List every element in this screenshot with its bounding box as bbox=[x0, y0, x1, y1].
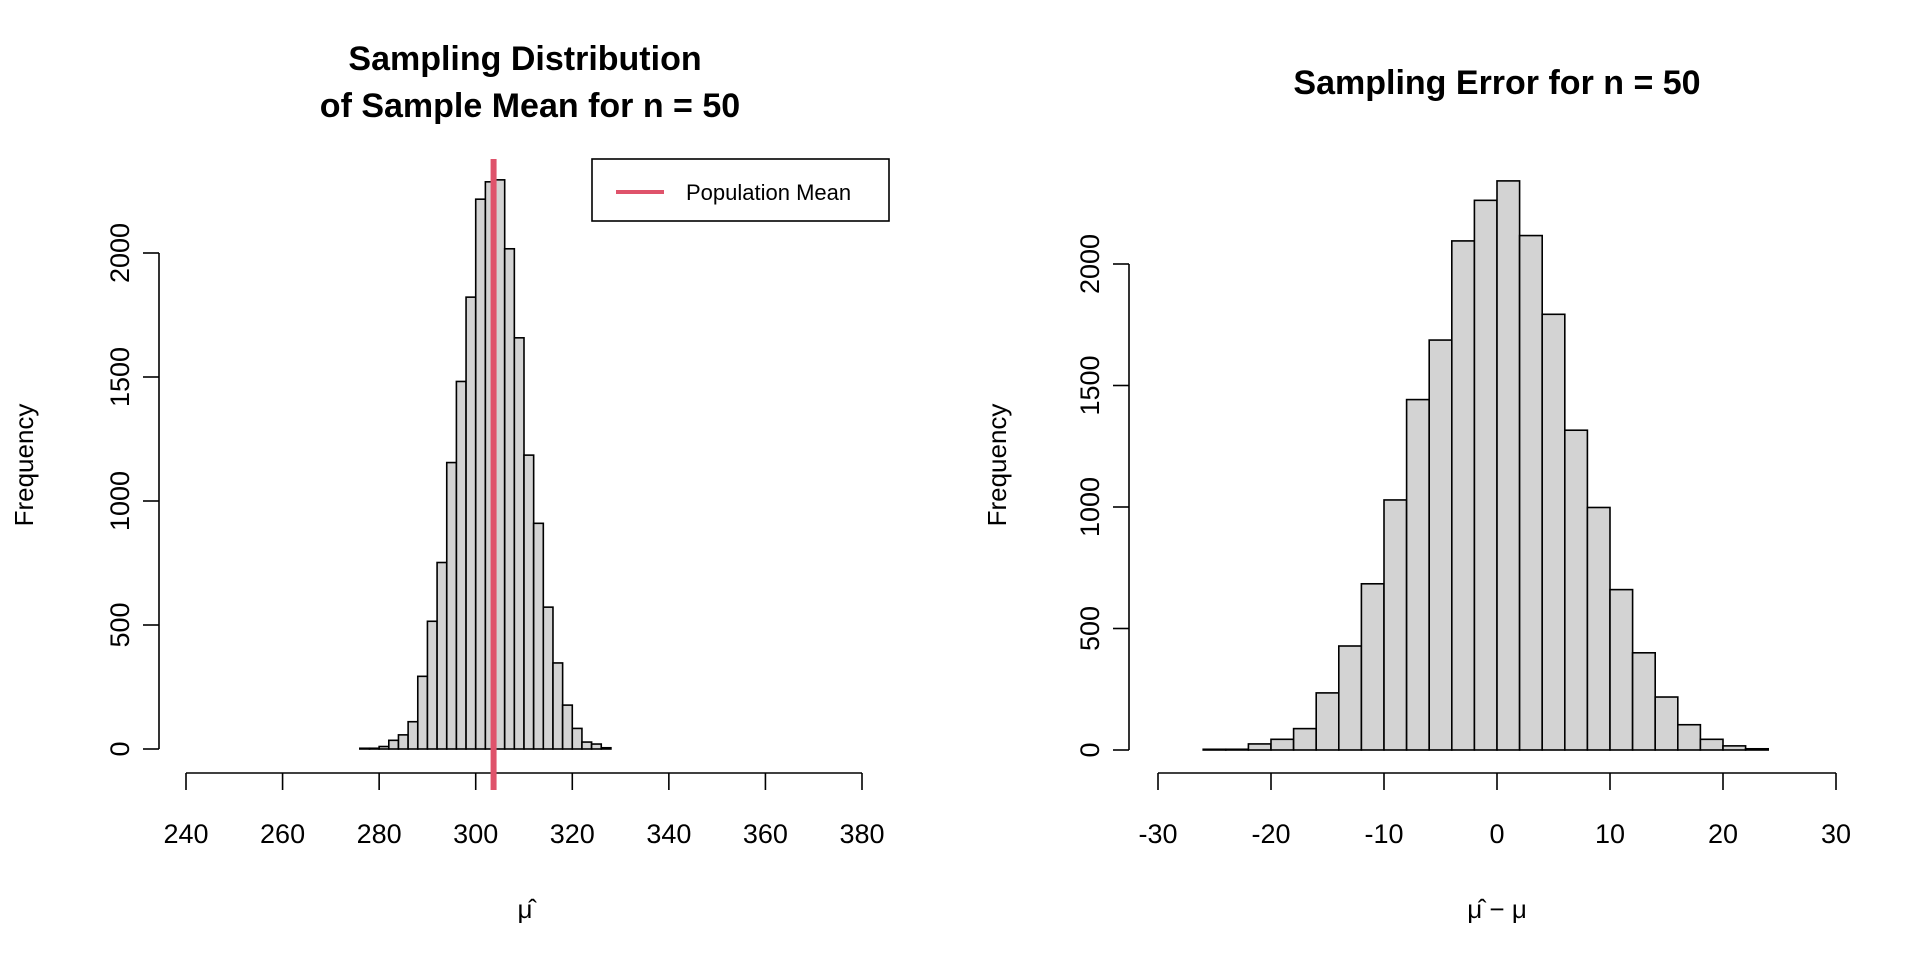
histogram-bar bbox=[1564, 429, 1589, 751]
histogram-bar bbox=[1518, 234, 1543, 751]
x-tick-label: 240 bbox=[163, 819, 208, 849]
histogram-bar bbox=[1586, 506, 1611, 751]
x-tick-label: -10 bbox=[1364, 819, 1403, 849]
y-axis-label: Frequency bbox=[9, 404, 39, 527]
histogram-bar bbox=[368, 747, 380, 750]
histogram-bar bbox=[1383, 499, 1408, 751]
histogram-bar bbox=[571, 727, 583, 750]
x-tick-label: -20 bbox=[1251, 819, 1290, 849]
histogram-bar bbox=[1270, 738, 1295, 751]
histogram-bar bbox=[503, 247, 516, 750]
y-tick-label: 500 bbox=[105, 602, 135, 647]
legend-label: Population Mean bbox=[686, 180, 851, 205]
y-tick-label: 0 bbox=[1075, 742, 1105, 757]
y-tick-label: 2000 bbox=[1075, 234, 1105, 294]
histogram-bar bbox=[581, 741, 593, 750]
histogram-bar bbox=[436, 561, 448, 750]
histogram-bar bbox=[1451, 240, 1476, 751]
x-tick-label: 280 bbox=[357, 819, 402, 849]
histogram-bar bbox=[465, 296, 477, 750]
x-axis-label: μ̂ − μ bbox=[1467, 894, 1527, 924]
y-axis-label: Frequency bbox=[982, 404, 1012, 527]
x-tick-label: 380 bbox=[839, 819, 884, 849]
histogram-bar bbox=[542, 606, 554, 750]
x-tick-label: -30 bbox=[1138, 819, 1177, 849]
histogram-bar bbox=[1722, 745, 1747, 751]
chart-title-line-2: of Sample Mean for n = 50 bbox=[320, 87, 740, 125]
histogram-bar bbox=[1292, 727, 1317, 751]
histogram-bar bbox=[532, 522, 545, 750]
y-tick-label: 1500 bbox=[105, 347, 135, 407]
histogram-bar bbox=[600, 746, 612, 750]
y-tick-label: 1000 bbox=[1075, 477, 1105, 537]
histogram-bar bbox=[407, 720, 419, 750]
histogram-bar bbox=[1405, 398, 1430, 751]
histogram-bar bbox=[1360, 582, 1385, 751]
histogram-bar bbox=[1338, 645, 1363, 751]
histogram-bar bbox=[1699, 738, 1724, 751]
histogram-bar bbox=[1473, 199, 1498, 751]
x-tick-label: 0 bbox=[1489, 819, 1504, 849]
histogram-bar bbox=[397, 734, 409, 750]
histogram-bar bbox=[1609, 588, 1634, 751]
y-tick-label: 1000 bbox=[105, 471, 135, 531]
histogram-bar bbox=[561, 704, 574, 750]
y-tick-label: 2000 bbox=[105, 223, 135, 283]
y-tick-label: 1500 bbox=[1075, 355, 1105, 415]
histogram-bar bbox=[1315, 692, 1340, 751]
histogram-bar bbox=[445, 461, 458, 750]
histogram-bar bbox=[416, 675, 429, 750]
histogram-bar bbox=[1677, 723, 1702, 751]
histogram-bar bbox=[1631, 651, 1656, 751]
histogram-bar bbox=[590, 743, 603, 750]
x-tick-label: 10 bbox=[1595, 819, 1625, 849]
histogram-bar bbox=[1247, 743, 1272, 751]
histogram-bar bbox=[1654, 696, 1679, 751]
histogram-bar bbox=[1202, 748, 1227, 751]
y-tick-label: 500 bbox=[1075, 606, 1105, 651]
chart-title: Sampling Error for n = 50 bbox=[1293, 64, 1700, 102]
y-tick-label: 0 bbox=[105, 741, 135, 756]
x-tick-label: 360 bbox=[743, 819, 788, 849]
histogram-bar bbox=[1428, 339, 1453, 751]
x-tick-label: 30 bbox=[1821, 819, 1851, 849]
histogram-bar bbox=[552, 662, 564, 750]
histogram-bar bbox=[474, 198, 487, 750]
histogram-bar bbox=[387, 739, 400, 750]
x-tick-label: 320 bbox=[550, 819, 595, 849]
x-tick-label: 300 bbox=[453, 819, 498, 849]
legend: Population Mean bbox=[591, 158, 890, 222]
x-tick-label: 260 bbox=[260, 819, 305, 849]
histogram-bar bbox=[1225, 748, 1250, 751]
sampling-error-panel: Sampling Error for n = 50 Frequency μ̂ −… bbox=[982, 64, 1851, 924]
histogram-bar bbox=[1541, 313, 1566, 751]
sampling-distribution-panel: Sampling Distribution of Sample Mean for… bbox=[9, 40, 890, 924]
histogram-bar bbox=[1744, 747, 1769, 751]
histogram-bar bbox=[426, 620, 438, 750]
x-axis-label: μ̂ bbox=[518, 894, 538, 924]
x-tick-label: 20 bbox=[1708, 819, 1738, 849]
histogram-bar bbox=[1496, 180, 1521, 751]
histogram-bar bbox=[378, 745, 390, 750]
chart-title-line-1: Sampling Distribution bbox=[348, 40, 701, 78]
histogram-bar bbox=[359, 747, 371, 750]
histogram-bar bbox=[523, 454, 535, 750]
x-tick-label: 340 bbox=[646, 819, 691, 849]
histogram-bar bbox=[455, 380, 467, 750]
histogram-bar bbox=[513, 337, 525, 750]
